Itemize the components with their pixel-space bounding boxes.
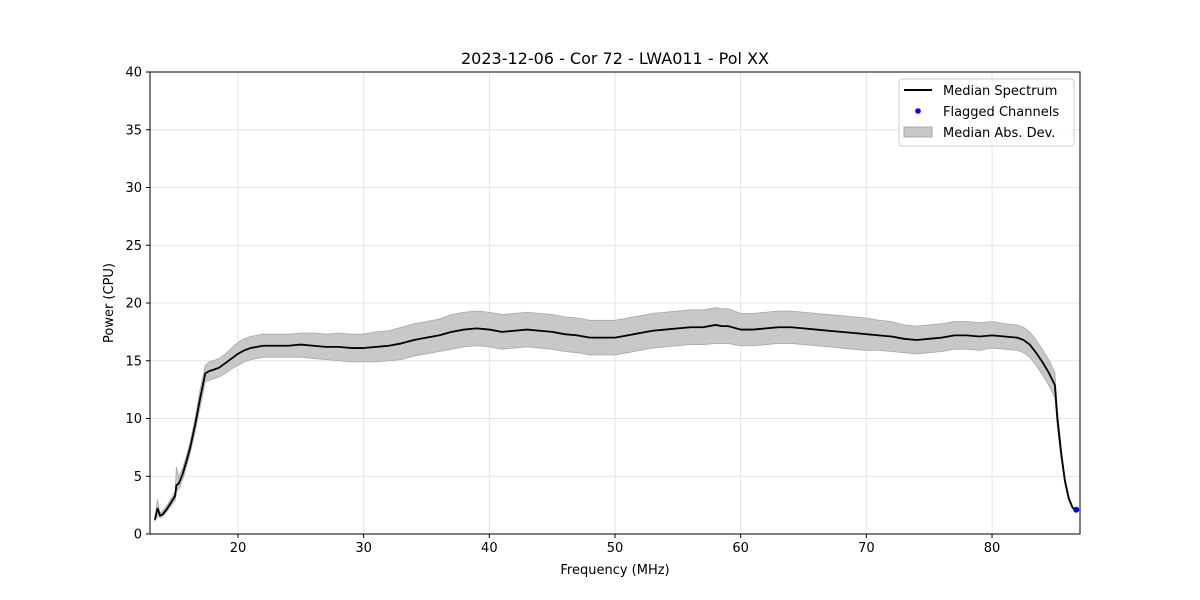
y-tick-label: 25 (125, 239, 142, 254)
legend-mad-patch-swatch (903, 126, 933, 138)
y-tick-label: 40 (125, 66, 142, 81)
x-tick-label: 70 (858, 541, 875, 556)
y-tick-label: 35 (125, 123, 142, 138)
legend-mad-label: Median Abs. Dev. (943, 126, 1055, 141)
flagged-channels-layer (1073, 506, 1080, 513)
chart-title: 2023-12-06 - Cor 72 - LWA011 - Pol XX (461, 49, 769, 68)
legend: Median Spectrum Flagged Channels Median … (898, 78, 1075, 147)
x-tick-label: 20 (230, 541, 247, 556)
y-tick-label: 30 (125, 181, 142, 196)
x-tick-label: 40 (481, 541, 498, 556)
y-tick-label: 10 (125, 412, 142, 427)
x-axis-label: Frequency (MHz) (560, 563, 669, 578)
x-axis-ticks: 20 30 40 50 60 70 80 (230, 534, 1001, 556)
y-tick-label: 0 (134, 528, 142, 543)
y-tick-label: 15 (125, 354, 142, 369)
x-tick-label: 80 (984, 541, 1001, 556)
legend-flagged-dot-swatch (915, 108, 921, 114)
legend-box (898, 78, 1075, 147)
x-tick-label: 60 (732, 541, 749, 556)
grid (150, 72, 1080, 534)
y-tick-label: 5 (134, 470, 142, 485)
median-line-layer (154, 324, 1078, 520)
median-spectrum-line (154, 324, 1078, 520)
x-tick-label: 30 (355, 541, 372, 556)
legend-median-label: Median Spectrum (943, 84, 1057, 99)
y-axis-ticks: 0 5 10 15 20 25 30 35 40 (125, 66, 150, 543)
flagged-channel-point (1073, 506, 1080, 513)
y-axis-label: Power (CPU) (102, 263, 117, 343)
legend-flagged-label: Flagged Channels (943, 105, 1059, 120)
x-tick-label: 50 (607, 541, 624, 556)
y-tick-label: 20 (125, 297, 142, 312)
